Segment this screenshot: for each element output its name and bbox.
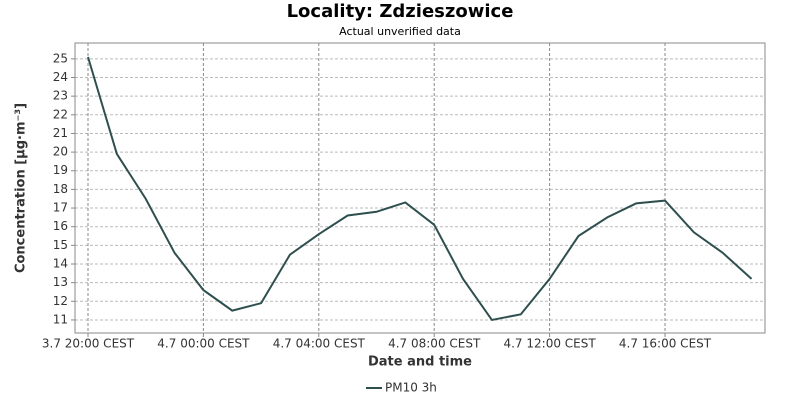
y-tick-label: 22 <box>53 107 68 121</box>
y-tick-label: 20 <box>53 145 68 159</box>
y-tick-label: 13 <box>53 275 68 289</box>
chart-title: Locality: Zdzieszowice <box>287 1 514 22</box>
x-tick-label: 4.7 08:00 CEST <box>388 337 481 351</box>
y-tick-label: 25 <box>53 51 68 65</box>
y-tick-label: 24 <box>53 70 68 84</box>
x-tick-label: 4.7 12:00 CEST <box>503 337 596 351</box>
chart-subtitle: Actual unverified data <box>339 25 461 38</box>
y-tick-label: 17 <box>53 201 68 215</box>
y-tick-label: 18 <box>53 182 68 196</box>
x-axis-label: Date and time <box>368 355 472 370</box>
y-tick-label: 19 <box>53 163 68 177</box>
y-tick-label: 21 <box>53 126 68 140</box>
y-tick-label: 15 <box>53 238 68 252</box>
y-tick-label: 11 <box>53 312 68 326</box>
y-tick-label: 16 <box>53 219 68 233</box>
y-tick-label: 23 <box>53 89 68 103</box>
line <box>87 56 753 322</box>
x-tick-label: 4.7 16:00 CEST <box>619 337 712 351</box>
x-tick-label: 4.7 00:00 CEST <box>157 337 250 351</box>
x-tick-label: 4.7 04:00 CEST <box>273 337 366 351</box>
plot-border <box>74 42 766 334</box>
legend-label: PM10 3h <box>385 381 437 395</box>
y-tick-label: 12 <box>53 294 68 308</box>
x-tick-label: 3.7 20:00 CEST <box>42 337 135 351</box>
y-tick-label: 14 <box>53 256 68 270</box>
y-axis-label: Concentration [µg·m⁻³] <box>14 103 29 273</box>
